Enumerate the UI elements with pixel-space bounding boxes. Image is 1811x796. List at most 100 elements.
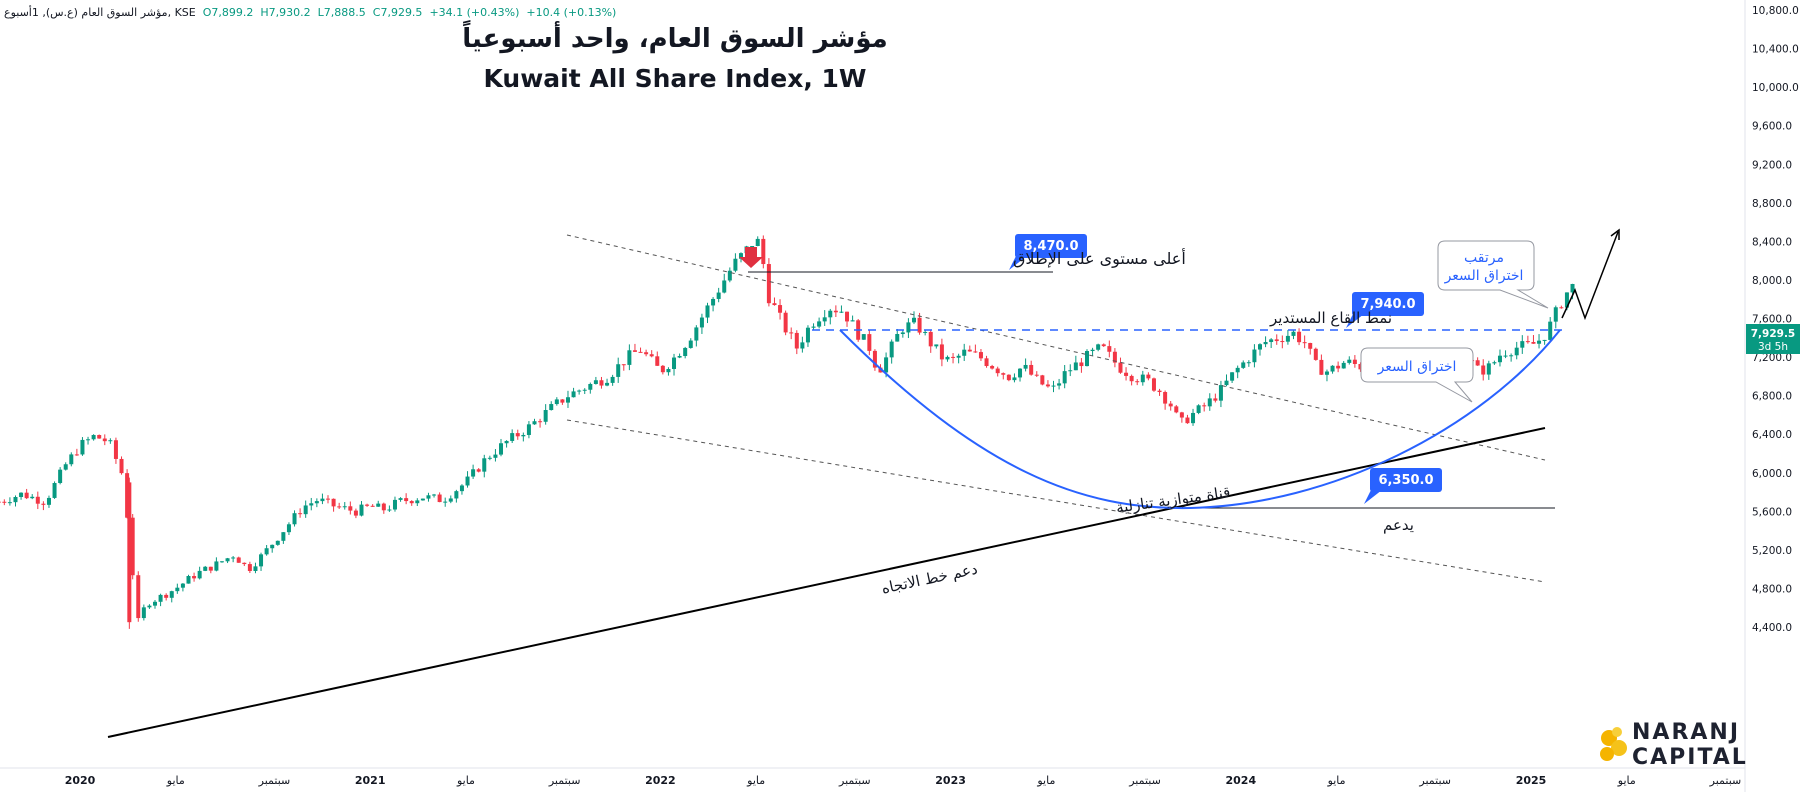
- candle-body: [1073, 362, 1078, 371]
- candle-body: [1079, 362, 1084, 367]
- candle-body: [532, 421, 537, 425]
- candle-body: [1246, 362, 1251, 364]
- candle-body: [884, 357, 889, 373]
- candle-body: [404, 498, 409, 502]
- candle-body: [889, 341, 894, 358]
- candle-body: [225, 558, 230, 562]
- price-tick-label: 8,000.0: [1752, 275, 1792, 287]
- last-price-value: 7,929.5: [1751, 328, 1796, 340]
- open-value: O7,899.2: [202, 6, 254, 19]
- expected-text-2: اختراق السعر: [1444, 268, 1524, 284]
- candle-body: [487, 457, 492, 459]
- candle-body: [242, 562, 247, 565]
- candle-body: [125, 473, 130, 518]
- candle-body: [722, 280, 727, 293]
- candle-body: [962, 349, 967, 356]
- candle-body: [599, 380, 604, 386]
- candle-body: [465, 476, 470, 486]
- price-tick-label: 8,400.0: [1752, 236, 1792, 248]
- candle-body: [649, 354, 654, 357]
- candle-body: [2, 501, 7, 503]
- candle-body: [811, 326, 816, 328]
- candle-body: [493, 454, 498, 458]
- ath-price-label-pointer: [1009, 254, 1027, 270]
- channel-text: قناة متوازية تنازلية: [1115, 483, 1232, 517]
- candle-body: [270, 544, 275, 549]
- candle-body: [711, 298, 716, 306]
- breakout-text: اختراق السعر: [1377, 359, 1457, 375]
- candle-body: [582, 389, 587, 391]
- candle-body: [1124, 372, 1129, 376]
- candle-body: [432, 494, 437, 496]
- candle-body: [24, 492, 29, 499]
- candle-body: [459, 485, 464, 492]
- candle-body: [967, 349, 972, 352]
- candle-body: [766, 264, 771, 304]
- candle-body: [197, 570, 202, 579]
- candle-body: [778, 305, 783, 313]
- change-value-2: +10.4 (+0.13%): [526, 6, 617, 19]
- candle-body: [119, 458, 124, 474]
- candle-body: [1548, 321, 1553, 340]
- candle-body: [1202, 405, 1207, 407]
- candle-body: [805, 327, 810, 343]
- candle-body: [1358, 364, 1363, 370]
- candle-body: [1330, 365, 1335, 372]
- candle-body: [845, 311, 850, 322]
- candle-body: [292, 513, 297, 525]
- candle-body: [1213, 398, 1218, 401]
- candle-body: [934, 344, 939, 347]
- time-tick-label: مايو: [166, 774, 185, 787]
- candle-body: [1257, 344, 1262, 350]
- candle-body: [113, 440, 118, 459]
- candle-body: [1129, 375, 1134, 382]
- price-tick-label: 4,400.0: [1752, 622, 1792, 634]
- candle-body: [1185, 417, 1190, 424]
- candle-body: [102, 438, 107, 442]
- candle-body: [376, 503, 381, 507]
- candle-body: [1302, 342, 1307, 344]
- candle-body: [353, 510, 358, 516]
- candle-body: [1252, 349, 1257, 363]
- candle-body: [1492, 362, 1497, 364]
- candle-body: [1112, 351, 1117, 363]
- price-tick-label: 5,600.0: [1752, 506, 1792, 518]
- candle-body: [644, 352, 649, 355]
- candle-body: [526, 424, 531, 435]
- candle-body: [750, 246, 755, 248]
- last-price-tag: [1746, 324, 1800, 354]
- candle-body: [1347, 359, 1352, 363]
- candle-body: [1068, 370, 1073, 372]
- support-price-label: 6,350.0: [1378, 473, 1433, 488]
- candle-body: [1001, 373, 1006, 375]
- candle-body: [203, 566, 208, 571]
- logo-line-1: NARANJ: [1632, 720, 1741, 745]
- candle-body: [666, 369, 671, 373]
- projection-path: [1561, 231, 1619, 321]
- ath-text: أعلى مستوى على الإطلاق: [1013, 248, 1186, 269]
- candle-body: [1352, 359, 1357, 365]
- candle-body: [286, 524, 291, 533]
- channel-lower-line: [566, 419, 1546, 583]
- candle-body: [951, 356, 956, 358]
- candle-body: [789, 332, 794, 334]
- candle-body: [1280, 341, 1285, 343]
- candle-body: [314, 501, 319, 504]
- candle-body: [298, 513, 303, 515]
- candle-body: [415, 500, 420, 504]
- candle-body: [1012, 377, 1017, 381]
- candles-group: [0, 235, 1575, 629]
- candle-body: [1269, 339, 1274, 343]
- expected-text-1: مرتقب: [1464, 250, 1504, 266]
- candle-body: [381, 503, 386, 511]
- candle-body: [538, 421, 543, 423]
- candle-body: [1101, 344, 1106, 347]
- candle-body: [621, 364, 626, 366]
- candle-body: [281, 532, 286, 541]
- time-tick-label: 2021: [355, 774, 386, 787]
- bar-countdown: 3d 5h: [1758, 341, 1788, 353]
- candle-body: [1559, 307, 1564, 309]
- price-tick-label: 6,800.0: [1752, 391, 1792, 403]
- candle-body: [247, 564, 252, 572]
